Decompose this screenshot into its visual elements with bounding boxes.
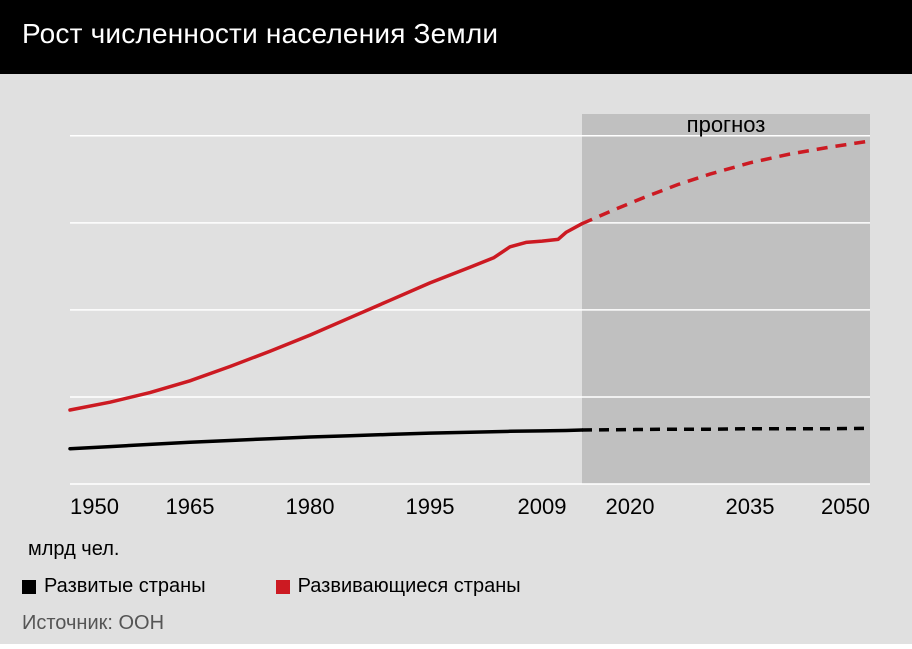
- x-tick-label: 1980: [286, 494, 335, 519]
- chart-source: Источник: ООН: [22, 612, 890, 635]
- source-value: ООН: [119, 612, 165, 634]
- y-axis-label: млрд чел.: [28, 538, 890, 561]
- legend-label: Развивающиеся страны: [298, 575, 521, 598]
- legend-item-developing: Развивающиеся страны: [276, 575, 521, 598]
- chart-title: Рост численности населения Земли: [22, 18, 890, 50]
- chart-footer: млрд чел. Развитые страны Развивающиеся …: [0, 534, 912, 649]
- x-tick-label: 1950: [70, 494, 119, 519]
- chart-plot-wrap: 0246819501965198019952009202020352050про…: [0, 74, 912, 534]
- x-tick-label: 2009: [518, 494, 567, 519]
- chart-legend: Развитые страны Развивающиеся страны: [22, 575, 890, 598]
- x-tick-label: 1995: [406, 494, 455, 519]
- legend-label: Развитые страны: [44, 575, 206, 598]
- series-line-1: [70, 224, 582, 410]
- x-tick-label: 1965: [166, 494, 215, 519]
- chart-container: Рост численности населения Земли 0246819…: [0, 0, 912, 644]
- x-tick-label: 2050: [821, 494, 870, 519]
- chart-svg: 0246819501965198019952009202020352050про…: [60, 104, 880, 524]
- chart-header: Рост численности населения Земли: [0, 0, 912, 74]
- series-line-forecast-0: [582, 428, 870, 430]
- series-line-0: [70, 430, 582, 449]
- legend-marker-icon: [22, 580, 36, 594]
- legend-marker-icon: [276, 580, 290, 594]
- x-tick-label: 2020: [606, 494, 655, 519]
- source-prefix: Источник:: [22, 612, 113, 634]
- forecast-label: прогноз: [687, 112, 766, 137]
- x-tick-label: 2035: [726, 494, 775, 519]
- legend-item-developed: Развитые страны: [22, 575, 206, 598]
